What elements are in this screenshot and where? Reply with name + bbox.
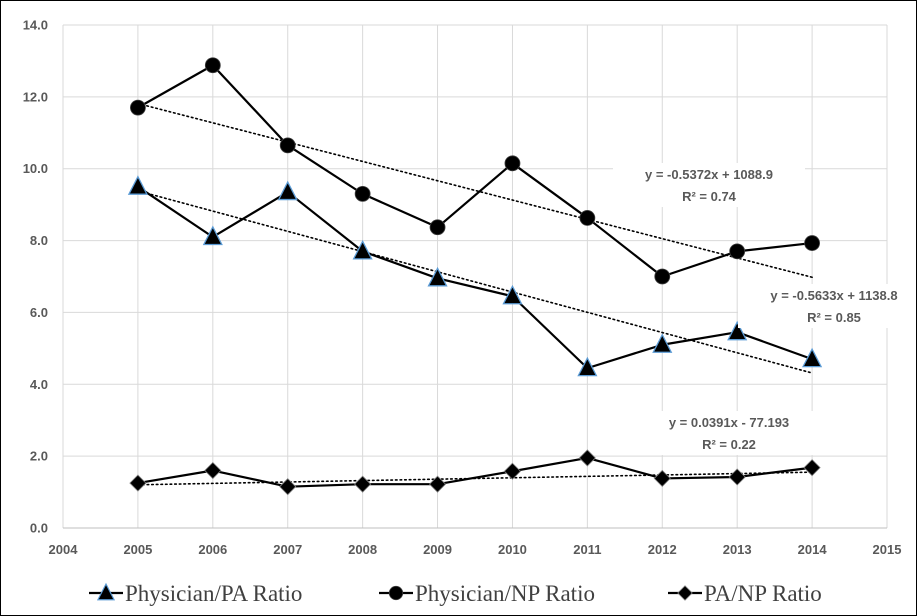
y-tick-label: 12.0	[23, 89, 48, 104]
x-tick-label: 2005	[123, 542, 152, 557]
trendline-equation: y = -0.5633x + 1138.8	[770, 288, 897, 303]
legend-label: Physician/NP Ratio	[415, 581, 595, 606]
data-point	[204, 57, 221, 74]
data-point	[654, 268, 671, 285]
trendline	[137, 102, 813, 279]
data-point	[279, 137, 296, 154]
data-point	[130, 99, 146, 116]
series-line	[137, 185, 813, 370]
legend-label: PA/NP Ratio	[704, 581, 822, 606]
data-point	[577, 356, 598, 377]
data-point	[352, 239, 373, 260]
trendline-label-background	[613, 163, 805, 207]
data-point	[579, 210, 596, 226]
data-point	[429, 219, 446, 236]
data-point	[354, 475, 372, 493]
data-point	[504, 155, 521, 172]
y-tick-label: 6.0	[30, 305, 48, 320]
data-point	[428, 475, 447, 493]
legend-marker	[677, 585, 693, 601]
x-tick-label: 2015	[873, 542, 902, 557]
data-point	[354, 185, 371, 202]
trendline-r-squared: R² = 0.22	[702, 437, 756, 452]
trendline-equation: y = 0.0391x - 77.193	[669, 415, 789, 430]
y-tick-label: 0.0	[30, 521, 48, 536]
x-tick-label: 2014	[798, 542, 828, 557]
x-tick-label: 2012	[648, 542, 677, 557]
series-line	[137, 456, 813, 488]
trendline-label-background	[738, 284, 916, 328]
trendline-label-background	[633, 411, 825, 455]
legend-label: Physician/PA Ratio	[125, 581, 302, 606]
data-point	[804, 235, 820, 251]
data-point	[129, 474, 147, 492]
y-tick-label: 14.0	[23, 18, 48, 33]
x-tick-label: 2006	[198, 542, 227, 557]
data-point	[729, 243, 746, 260]
x-tick-label: 2009	[423, 542, 452, 557]
trendline-r-squared: R² = 0.85	[807, 310, 861, 325]
data-point	[802, 347, 823, 368]
x-tick-label: 2008	[348, 542, 377, 557]
x-tick-label: 2013	[723, 542, 752, 557]
trendline-equation: y = -0.5372x + 1088.9	[645, 167, 773, 182]
trendline	[137, 190, 813, 374]
x-tick-label: 2007	[273, 542, 302, 557]
data-markers	[127, 57, 823, 496]
data-point	[578, 449, 596, 467]
trendline-r-squared: R² = 0.74	[682, 189, 737, 204]
x-tick-label: 2011	[573, 542, 601, 557]
data-point	[502, 284, 523, 305]
x-tick-label: 2004	[49, 542, 79, 557]
data-point	[127, 175, 148, 195]
data-point	[728, 468, 746, 486]
data-point	[803, 459, 821, 477]
legend-marker	[96, 582, 116, 601]
data-point	[503, 462, 522, 480]
data-point	[653, 469, 671, 487]
data-point	[427, 266, 448, 287]
data-point	[204, 461, 222, 480]
data-point	[727, 320, 748, 341]
series-lines	[137, 64, 813, 488]
y-tick-label: 8.0	[30, 233, 48, 248]
y-tick-label: 10.0	[23, 161, 48, 176]
legend: Physician/PA Ratio Physician/NP Ratio PA/N…	[89, 581, 822, 606]
axis-tick-labels: 0.0 2.0 4.0 6.0 8.0 10.0 12.0 14.0 2004 2005 2006 2…	[23, 18, 902, 558]
trendline-equations: y = -0.5633x + 1138.8 R² = 0.85 y = -0.537…	[613, 163, 916, 455]
x-tick-label: 2010	[498, 542, 527, 557]
y-tick-label: 2.0	[30, 449, 48, 464]
y-tick-label: 4.0	[30, 377, 48, 392]
data-point	[202, 225, 223, 246]
legend-marker	[388, 585, 404, 601]
series-line	[137, 64, 813, 278]
data-point	[277, 180, 298, 201]
data-point	[279, 478, 297, 496]
data-point	[652, 333, 673, 353]
